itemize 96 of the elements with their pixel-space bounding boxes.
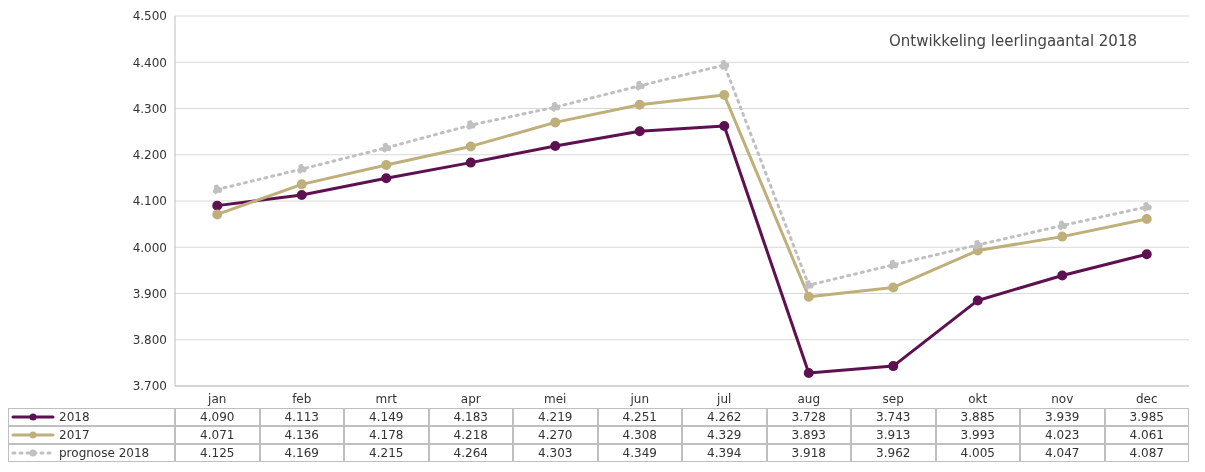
- point: [381, 142, 392, 153]
- data-label: 4.090: [175, 408, 260, 426]
- data-label: 4.113: [259, 408, 344, 426]
- point: [972, 295, 983, 306]
- data-label: 4.071: [175, 426, 260, 444]
- point: [634, 80, 645, 91]
- data-label: 4.329: [682, 426, 767, 444]
- data-label: 3.913: [851, 426, 936, 444]
- data-label: 3.885: [935, 408, 1020, 426]
- point: [1141, 214, 1152, 225]
- x-tick-label: okt: [968, 391, 988, 406]
- x-tick-label: dec: [1135, 391, 1158, 406]
- point: [972, 239, 983, 250]
- x-tick-label: nov: [1051, 391, 1074, 406]
- data-label: 4.125: [175, 444, 260, 462]
- data-label: 4.061: [1104, 426, 1189, 444]
- data-label: 4.005: [935, 444, 1020, 462]
- point: [465, 120, 476, 131]
- data-label: 4.303: [513, 444, 598, 462]
- x-tick-label: sep: [882, 391, 904, 406]
- data-label: 4.264: [428, 444, 513, 462]
- point: [296, 164, 307, 175]
- data-label: 4.394: [682, 444, 767, 462]
- data-label: 3.993: [935, 426, 1020, 444]
- point: [803, 280, 814, 291]
- point: [719, 60, 730, 71]
- x-tick-label: jun: [629, 391, 650, 406]
- point: [212, 184, 223, 195]
- point: [1057, 231, 1068, 242]
- data-label: 3.728: [766, 408, 851, 426]
- point: [1057, 270, 1068, 281]
- point: [381, 159, 392, 170]
- point: [719, 121, 730, 132]
- point: [212, 209, 223, 220]
- point: [803, 291, 814, 302]
- data-label: 4.218: [428, 426, 513, 444]
- data-label: 4.087: [1104, 444, 1189, 462]
- data-label: 4.136: [259, 426, 344, 444]
- y-tick-label: 4.300: [132, 101, 167, 116]
- data-label: 4.178: [344, 426, 429, 444]
- point: [888, 259, 899, 270]
- x-tick-label: aug: [797, 391, 821, 406]
- data-label: 4.219: [513, 408, 598, 426]
- x-tick-label: jan: [207, 391, 227, 406]
- data-label: 3.939: [1020, 408, 1105, 426]
- point: [550, 102, 561, 113]
- data-label: 3.985: [1104, 408, 1189, 426]
- data-label: 4.308: [597, 426, 682, 444]
- data-label: 4.169: [259, 444, 344, 462]
- point: [550, 117, 561, 128]
- point: [381, 173, 392, 184]
- y-tick-label: 4.400: [132, 55, 167, 70]
- x-tick-label: apr: [460, 391, 481, 406]
- point: [888, 282, 899, 293]
- legend-label: prognose 2018: [59, 446, 150, 460]
- y-tick-label: 4.500: [132, 9, 167, 24]
- data-label: 4.349: [597, 444, 682, 462]
- x-tick-label: jul: [716, 391, 732, 406]
- data-label: 3.743: [851, 408, 936, 426]
- point: [212, 200, 223, 211]
- y-tick-label: 3.900: [132, 286, 167, 301]
- point: [888, 361, 899, 372]
- point: [296, 179, 307, 190]
- data-label: 3.893: [766, 426, 851, 444]
- data-label: 4.251: [597, 408, 682, 426]
- point: [465, 141, 476, 152]
- x-tick-label: feb: [292, 391, 312, 406]
- legend-label: 2017: [59, 428, 90, 442]
- y-tick-label: 4.200: [132, 148, 167, 163]
- data-label: 3.918: [766, 444, 851, 462]
- data-label: 4.183: [428, 408, 513, 426]
- x-tick-label: mrt: [375, 391, 398, 406]
- data-label: 4.023: [1020, 426, 1105, 444]
- point: [803, 368, 814, 379]
- data-label: 4.215: [344, 444, 429, 462]
- point: [719, 90, 730, 101]
- y-tick-label: 4.000: [132, 240, 167, 255]
- y-tick-label: 4.100: [132, 194, 167, 209]
- point: [1141, 202, 1152, 213]
- point: [1141, 249, 1152, 260]
- data-label: 4.149: [344, 408, 429, 426]
- point: [296, 189, 307, 200]
- x-tick-label: mei: [544, 391, 567, 406]
- data-label: 4.262: [682, 408, 767, 426]
- point: [634, 99, 645, 110]
- point: [465, 157, 476, 168]
- y-tick-label: 3.800: [132, 333, 167, 348]
- text: Ontwikkeling leerlingaantal 2018: [888, 32, 1137, 50]
- data-label: 3.962: [851, 444, 936, 462]
- data-label: 4.270: [513, 426, 598, 444]
- legend-label: 2018: [59, 410, 90, 424]
- point: [1057, 220, 1068, 231]
- data-label: 4.047: [1020, 444, 1105, 462]
- point: [634, 126, 645, 137]
- y-tick-label: 3.700: [132, 379, 167, 394]
- point: [550, 140, 561, 151]
